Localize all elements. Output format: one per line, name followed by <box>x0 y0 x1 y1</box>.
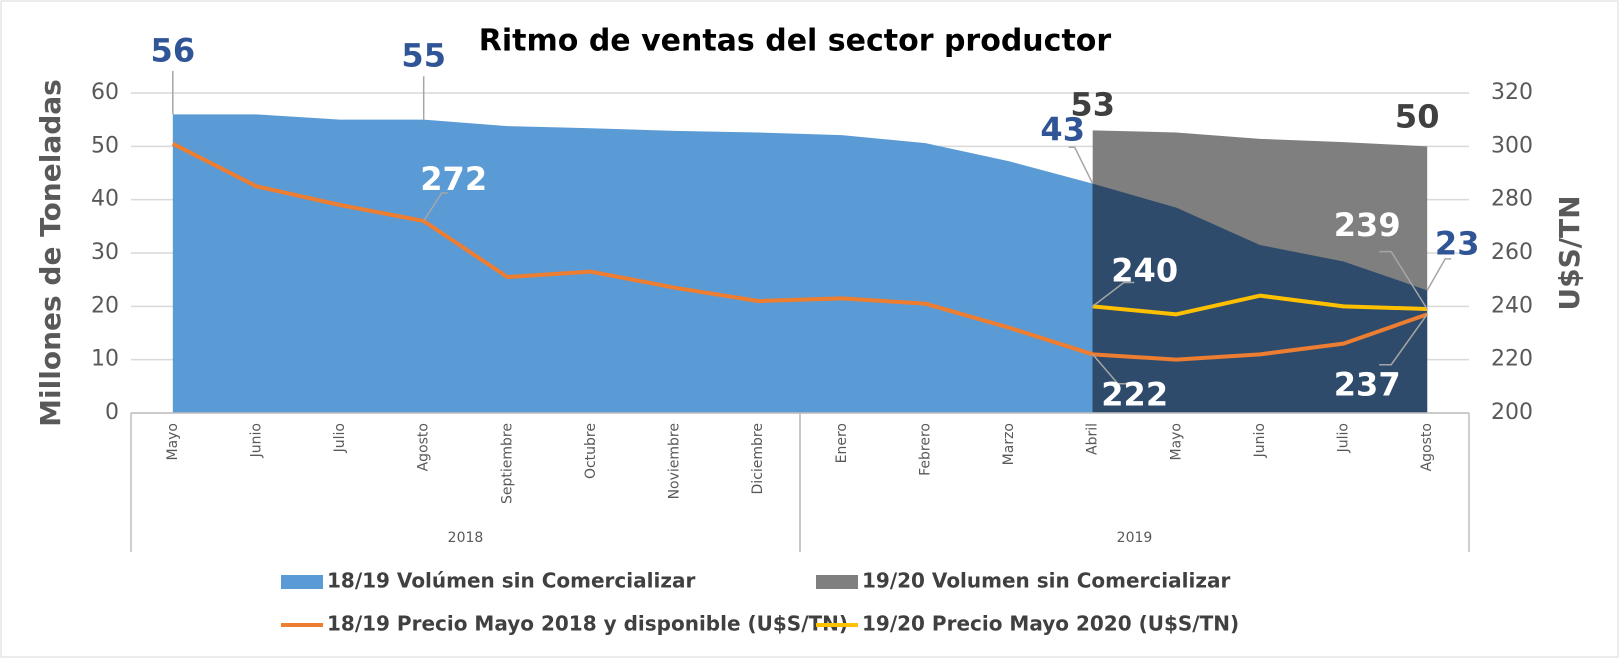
leader-line <box>1068 146 1094 184</box>
data-label: 239 <box>1334 206 1401 244</box>
x-tick-label: Octubre <box>583 423 599 479</box>
leader-line <box>1092 353 1127 385</box>
leader-line <box>1379 250 1428 310</box>
area <box>172 114 1428 413</box>
x-tick-label: Abril <box>1085 423 1101 455</box>
y-tick-label: 20 <box>91 293 119 318</box>
x-group-label: 2018 <box>448 530 484 546</box>
x-tick-label: Febrero <box>917 423 933 476</box>
data-label: 240 <box>1111 251 1178 289</box>
legend-swatch <box>816 575 858 589</box>
leader-line <box>1426 258 1452 291</box>
y-tick-label: 10 <box>91 347 119 372</box>
x-tick-label: Julio <box>332 423 348 453</box>
data-label: 43 <box>1040 111 1085 149</box>
data-label: 55 <box>401 37 446 75</box>
y2-tick-label: 300 <box>1491 133 1533 158</box>
x-tick-label: Junio <box>248 423 264 458</box>
leader-line <box>423 192 448 222</box>
y2-tick-label: 220 <box>1491 347 1533 372</box>
legend-label: 19/20 Volumen sin Comercializar <box>862 569 1230 593</box>
x-tick-label: Julio <box>1336 423 1352 453</box>
line <box>171 141 1428 362</box>
y2-axis-label: U$S/TN <box>1553 195 1586 310</box>
y-tick-label: 50 <box>91 133 119 158</box>
legend-label: 19/20 Precio Mayo 2020 (U$S/TN) <box>862 612 1239 636</box>
x-tick-label: Agosto <box>1419 423 1435 471</box>
x-tick-label: Septiembre <box>499 423 515 504</box>
legend-swatch <box>281 575 323 589</box>
data-label: 56 <box>151 31 196 69</box>
leader-line <box>1092 281 1135 307</box>
y-tick-label: 40 <box>91 187 119 212</box>
data-label: 53 <box>1070 85 1115 123</box>
y2-tick-label: 240 <box>1491 293 1533 318</box>
legend-label: 18/19 Volúmen sin Comercializar <box>327 569 695 593</box>
y-tick-label: 60 <box>91 80 119 105</box>
x-tick-label: Mayo <box>165 423 181 461</box>
y2-tick-label: 280 <box>1491 187 1533 212</box>
data-label: 222 <box>1101 375 1168 413</box>
y-axis-label: Millones de Toneladas <box>34 79 67 427</box>
y-tick-label: 0 <box>105 400 119 425</box>
data-label: 50 <box>1395 97 1440 135</box>
x-tick-label: Marzo <box>1001 423 1017 465</box>
data-label: 272 <box>420 160 487 198</box>
line <box>1092 293 1428 317</box>
y2-tick-label: 200 <box>1491 400 1533 425</box>
y2-tick-label: 260 <box>1491 240 1533 265</box>
x-tick-label: Agosto <box>416 423 432 471</box>
data-label: 237 <box>1334 365 1401 403</box>
data-label: 23 <box>1435 224 1480 262</box>
y2-tick-label: 320 <box>1491 80 1533 105</box>
x-group-label: 2019 <box>1117 530 1153 546</box>
legend-label: 18/19 Precio Mayo 2018 y disponible (U$S… <box>327 612 848 636</box>
x-tick-label: Enero <box>834 423 850 463</box>
x-tick-label: Diciembre <box>750 423 766 494</box>
x-tick-label: Noviembre <box>667 423 683 499</box>
x-tick-label: Mayo <box>1168 423 1184 461</box>
x-tick-label: Junio <box>1252 423 1268 458</box>
chart-title: Ritmo de ventas del sector productor <box>479 24 1112 59</box>
leader-line <box>1379 313 1428 366</box>
y-tick-label: 30 <box>91 240 119 265</box>
